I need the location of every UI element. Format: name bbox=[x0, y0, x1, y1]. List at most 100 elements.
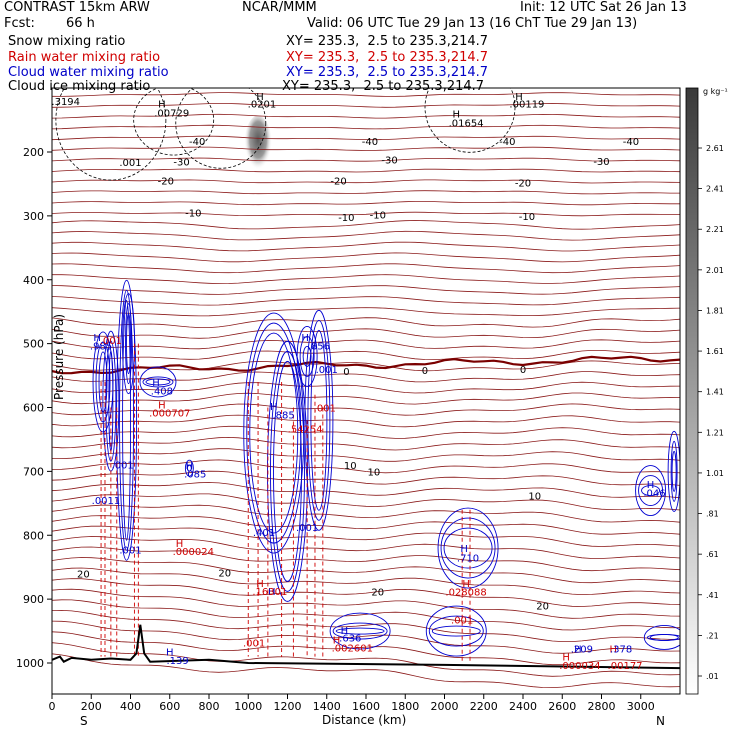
model-title: CONTRAST 15km ARW bbox=[4, 0, 150, 15]
isotherm-label-21: 20 bbox=[218, 568, 231, 579]
isotherm-label-17: 10 bbox=[344, 461, 357, 472]
isotherm-label-20: 20 bbox=[77, 570, 90, 581]
colorbar-tick-label-9: .81 bbox=[706, 510, 719, 519]
maximum-label-38: .710 bbox=[457, 554, 479, 565]
field-rain-xy: XY= 235.3, 2.5 to 235.3,214.7 bbox=[286, 50, 489, 65]
maximum-label-19: H bbox=[301, 333, 309, 344]
snow-contour-0 bbox=[55, 88, 167, 181]
field-rain-name: Rain water mixing ratio bbox=[8, 50, 161, 65]
forecast-hours: 66 h bbox=[66, 16, 95, 31]
isotherm-line-7 bbox=[52, 168, 680, 173]
isotherm-line-52 bbox=[52, 653, 680, 689]
cloud-water-contour-1-1 bbox=[105, 340, 117, 462]
maximum-label-2: .00729 bbox=[154, 108, 189, 119]
maximum-label-24: H bbox=[186, 461, 194, 472]
isotherm-line-29 bbox=[52, 403, 680, 416]
x-axis: 0 200 400 600 800 1000 1200 1400 1600 1800 2000 220… bbox=[49, 694, 655, 713]
cloud-water-contour-3-0 bbox=[122, 293, 135, 395]
maximum-label-7: H bbox=[515, 92, 523, 103]
cloud-water-contour-14-0 bbox=[643, 625, 680, 650]
cloud-water-contour-11-0 bbox=[425, 605, 487, 657]
isotherm-line-26 bbox=[52, 371, 680, 383]
isotherm-line-41 bbox=[52, 536, 680, 559]
isotherm-line-4 bbox=[52, 135, 680, 141]
colorbar-tick-label-8: 1.01 bbox=[706, 469, 724, 478]
field-snow-xy: XY= 235.3, 2.5 to 235.3,214.7 bbox=[286, 34, 489, 49]
y-tick-label-0: 200 bbox=[23, 146, 44, 159]
isotherm-line-3 bbox=[52, 124, 680, 130]
isotherm-label-11: -10 bbox=[338, 213, 354, 224]
field-snow-name: Snow mixing ratio bbox=[8, 34, 126, 49]
colorbar: g kg⁻¹ 2.61 2.41 2.21 2.01 1.81 1.61 1.41 1.21 1… bbox=[685, 87, 728, 695]
colorbar-tick-label-12: .21 bbox=[706, 631, 719, 640]
maximum-label-34: H bbox=[268, 587, 276, 598]
maximum-label-46: H bbox=[166, 648, 174, 659]
isotherm-label-12: -10 bbox=[370, 211, 386, 222]
cloud-water-contour-12-2 bbox=[335, 627, 385, 635]
isotherm-line-50 bbox=[52, 631, 680, 666]
maximum-label-17: H bbox=[270, 402, 278, 413]
x-tick-label-7: 1400 bbox=[313, 700, 341, 713]
colorbar-tick-label-13: .01 bbox=[706, 672, 719, 681]
maximum-label-21: .001 bbox=[316, 365, 338, 376]
isotherm-line-39 bbox=[52, 515, 680, 535]
maximum-label-5: H bbox=[453, 110, 461, 121]
terrain-line bbox=[52, 624, 680, 670]
maximum-label-40: .001 bbox=[451, 616, 473, 627]
colorbar-tick-label-5: 1.61 bbox=[706, 347, 724, 356]
cloud-water-contour-7-2 bbox=[273, 360, 302, 582]
maximum-label-52: H bbox=[610, 644, 618, 655]
cloud-water-contour-7-1 bbox=[270, 350, 305, 592]
cloud-water-contour-13-1 bbox=[638, 475, 664, 506]
maximum-label-53: .378 bbox=[610, 644, 632, 655]
cloud-water-contour-3-1 bbox=[125, 303, 132, 385]
isotherm-line-51 bbox=[52, 642, 680, 677]
cloud-water-contour-4-0 bbox=[139, 366, 177, 398]
colorbar-tick-label-7: 1.21 bbox=[706, 428, 724, 437]
x-tick-label-10: 2000 bbox=[431, 700, 459, 713]
isotherm-line-8 bbox=[52, 179, 680, 184]
isotherm-label-4: -30 bbox=[173, 158, 189, 169]
isotherm-line-10 bbox=[52, 201, 680, 206]
maximum-label-50: .209 bbox=[571, 644, 593, 655]
x-tick-label-2: 400 bbox=[120, 700, 141, 713]
cloud-water-contour-9-1 bbox=[307, 319, 331, 521]
isotherm-line-6 bbox=[52, 157, 680, 162]
field-cloudwater-xy: XY= 235.3, 2.5 to 235.3,214.7 bbox=[286, 65, 489, 80]
isotherm-label-10: -10 bbox=[185, 209, 201, 220]
isotherm-line-46 bbox=[52, 588, 680, 619]
maximum-label-32: .000024 bbox=[173, 547, 214, 558]
maximum-label-20: .856 bbox=[308, 342, 330, 353]
colorbar-tick-label-10: .61 bbox=[706, 550, 719, 559]
cloud-water-contour-9-0 bbox=[304, 309, 334, 531]
cloud-water-contour-13-0 bbox=[635, 465, 667, 516]
x-tick-label-15: 3000 bbox=[627, 700, 655, 713]
maximum-label-51: .000034 bbox=[559, 661, 600, 672]
isotherm-line-21 bbox=[52, 317, 680, 328]
maximum-label-37: H bbox=[462, 579, 470, 590]
isotherm-label-15: 0 bbox=[422, 366, 428, 377]
colorbar-tick-label-6: 1.41 bbox=[706, 388, 724, 397]
isotherm-line-9 bbox=[52, 190, 680, 195]
isotherm-line-48 bbox=[52, 609, 680, 642]
x-axis-right-end-label: N bbox=[656, 714, 665, 728]
cloud-water-contour-11-2 bbox=[431, 625, 481, 637]
isotherm-label-19: 10 bbox=[528, 492, 541, 503]
maximum-label-27: .0011 bbox=[92, 496, 121, 507]
isotherm-line-47 bbox=[52, 599, 680, 631]
x-tick-label-1: 200 bbox=[81, 700, 102, 713]
colorbar-ramp bbox=[685, 87, 699, 695]
maximum-label-48: H bbox=[562, 653, 570, 664]
cloud-water-contour-14-2 bbox=[649, 634, 679, 641]
x-axis-label: Distance (km) bbox=[322, 713, 406, 727]
cloud-water-contour-2-2 bbox=[122, 299, 132, 541]
maximum-label-23: .54254 bbox=[288, 425, 323, 436]
y-tick-label-8: 1000 bbox=[16, 657, 44, 670]
maximum-label-18: .885 bbox=[272, 411, 294, 422]
maximum-label-1: H bbox=[158, 99, 166, 110]
cloud-water-contour-8-2 bbox=[302, 345, 312, 367]
colorbar-tick-label-0: 2.61 bbox=[706, 144, 724, 153]
maximum-label-3: H bbox=[256, 92, 264, 103]
isotherm-line-27 bbox=[52, 381, 680, 394]
maximum-label-33: H bbox=[256, 579, 264, 590]
